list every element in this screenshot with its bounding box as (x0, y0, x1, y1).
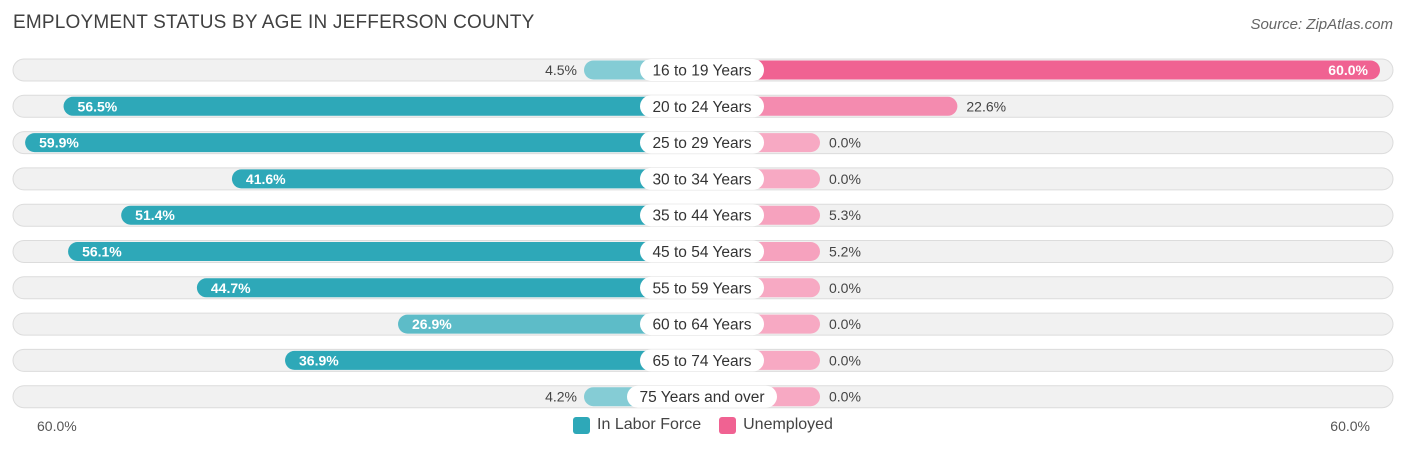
label-unemployed-45-to-54-years: 5.2% (829, 244, 861, 260)
category-label-65-to-74-years: 65 to 74 Years (652, 353, 751, 370)
category-label-30-to-34-years: 30 to 34 Years (652, 171, 751, 188)
category-pill-55-to-59-years (640, 276, 764, 299)
bar-unemployed-16-to-19-years (702, 60, 1380, 80)
category-label-35-to-44-years: 35 to 44 Years (652, 208, 751, 225)
label-unemployed-75-years-and-over: 0.0% (829, 389, 861, 405)
category-pill-60-to-64-years (640, 313, 764, 336)
bar-labor-force-25-to-29-years (25, 133, 702, 153)
label-labor-force-16-to-19-years: 4.5% (545, 62, 577, 78)
axis-left-label: 60.0% (37, 418, 77, 434)
legend: In Labor Force Unemployed (0, 416, 1406, 434)
label-unemployed-16-to-19-years: 60.0% (1328, 62, 1368, 78)
label-labor-force-75-years-and-over: 4.2% (545, 389, 577, 405)
category-pill-30-to-34-years (640, 167, 764, 190)
category-label-45-to-54-years: 45 to 54 Years (652, 244, 751, 261)
category-pill-45-to-54-years (640, 240, 764, 263)
label-labor-force-65-to-74-years: 36.9% (299, 352, 339, 368)
category-pill-75-years-and-over (627, 385, 777, 408)
legend-label-unemployed: Unemployed (743, 416, 833, 433)
label-unemployed-25-to-29-years: 0.0% (829, 135, 861, 151)
legend-label-labor-force: In Labor Force (597, 416, 702, 433)
bar-labor-force-20-to-24-years (63, 96, 703, 116)
category-label-75-years-and-over: 75 Years and over (640, 389, 765, 406)
category-pill-16-to-19-years (640, 59, 764, 81)
category-label-55-to-59-years: 55 to 59 Years (652, 280, 751, 297)
bar-labor-force-45-to-54-years (68, 242, 702, 261)
label-unemployed-30-to-34-years: 0.0% (829, 171, 861, 187)
category-label-60-to-64-years: 60 to 64 Years (652, 317, 751, 334)
category-pill-25-to-29-years (640, 131, 764, 154)
label-labor-force-55-to-59-years: 44.7% (211, 280, 251, 296)
bar-labor-force-55-to-59-years (196, 278, 702, 298)
legend-item-unemployed[interactable]: Unemployed (719, 416, 833, 434)
category-label-25-to-29-years: 25 to 29 Years (652, 135, 751, 152)
bar-labor-force-30-to-34-years (231, 169, 703, 189)
label-labor-force-30-to-34-years: 41.6% (246, 171, 286, 187)
legend-swatch-unemployed (719, 416, 737, 434)
label-unemployed-55-to-59-years: 0.0% (829, 280, 861, 296)
label-unemployed-60-to-64-years: 0.0% (829, 316, 861, 332)
bar-labor-force-60-to-64-years (398, 314, 702, 334)
label-labor-force-25-to-29-years: 59.9% (39, 135, 79, 151)
category-label-20-to-24-years: 20 to 24 Years (652, 99, 751, 116)
axis-right-label: 60.0% (1330, 418, 1370, 434)
category-pill-65-to-74-years (640, 349, 764, 372)
category-pill-35-to-44-years (640, 204, 764, 227)
chart-source: Source: ZipAtlas.com (1250, 16, 1393, 33)
category-pill-20-to-24-years (640, 95, 764, 118)
bar-labor-force-35-to-44-years (121, 205, 703, 225)
category-label-16-to-19-years: 16 to 19 Years (652, 63, 751, 80)
legend-swatch-labor-force (573, 416, 591, 434)
label-labor-force-20-to-24-years: 56.5% (78, 98, 118, 114)
bar-unemployed-20-to-24-years (702, 96, 958, 116)
label-unemployed-20-to-24-years: 22.6% (966, 98, 1006, 114)
label-unemployed-35-to-44-years: 5.3% (829, 207, 861, 223)
label-unemployed-65-to-74-years: 0.0% (829, 352, 861, 368)
label-labor-force-35-to-44-years: 51.4% (135, 207, 175, 223)
legend-item-labor-force[interactable]: In Labor Force (573, 416, 701, 434)
chart-svg: 4.5% 60.0% 16 to 19 Years 56.5% 22.6% 20 to 2… (12, 58, 1394, 409)
label-labor-force-45-to-54-years: 56.1% (82, 244, 122, 260)
bar-labor-force-65-to-74-years (285, 350, 702, 370)
label-labor-force-60-to-64-years: 26.9% (412, 316, 452, 332)
chart-title: EMPLOYMENT STATUS BY AGE IN JEFFERSON CO… (13, 12, 535, 33)
